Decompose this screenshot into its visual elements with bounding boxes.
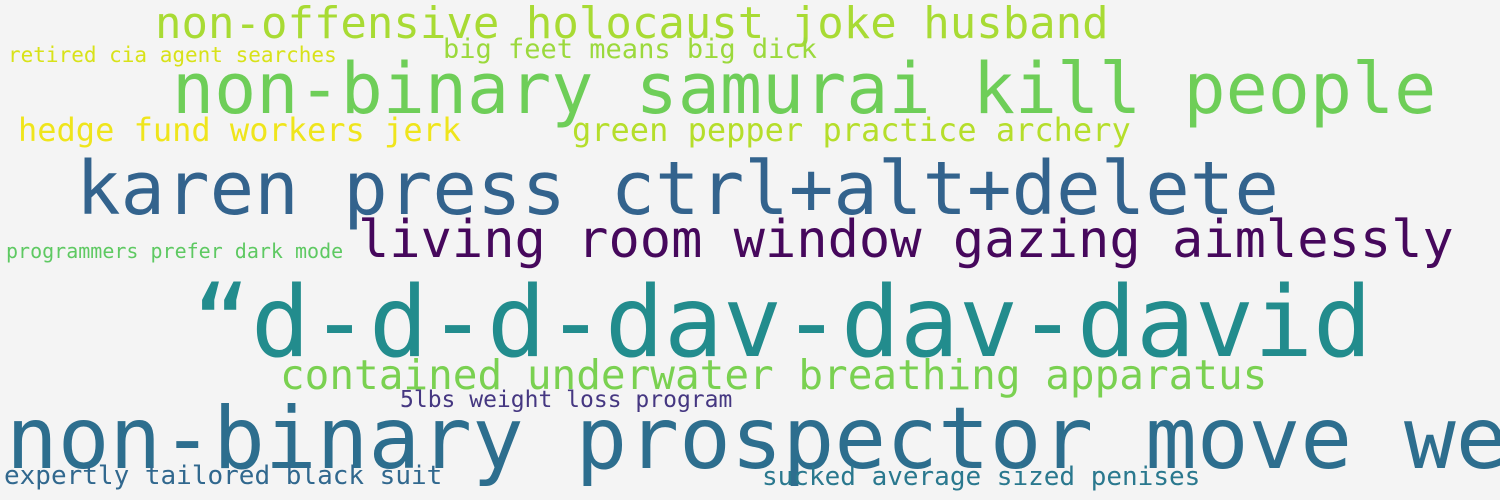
word-karen-press-ctrl-alt-delete: karen press ctrl+alt+delete <box>76 146 1279 232</box>
word-contained-underwater-breathing-apparatus: contained underwater breathing apparatus <box>280 351 1268 399</box>
word-living-room-window-gazing-aimlessly: living room window gazing aimlessly <box>358 210 1454 270</box>
word-non-binary-prospector-move-west: non-binary prospector move west <box>6 389 1500 489</box>
word-d-d-d-dav-dav-david: “d-d-d-dav-dav-david <box>192 266 1373 380</box>
word-5lbs-weight-loss-program: 5lbs weight loss program <box>400 387 733 413</box>
word-expertly-tailored-black-suit: expertly tailored black suit <box>4 461 443 491</box>
word-programmers-prefer-dark-mode: programmers prefer dark mode <box>6 239 344 263</box>
word-non-offensive-holocaust-joke-husband: non-offensive holocaust joke husband <box>155 0 1109 49</box>
word-hedge-fund-workers-jerk: hedge fund workers jerk <box>18 111 462 149</box>
word-green-pepper-practice-archery: green pepper practice archery <box>572 111 1131 149</box>
word-non-binary-samurai-kill-people: non-binary samurai kill people <box>172 48 1437 130</box>
word-retired-cia-agent-searches: retired cia agent searches <box>8 43 337 67</box>
word-big-feet-means-big-dick: big feet means big dick <box>443 34 817 65</box>
word-sucked-average-sized-penises: sucked average sized penises <box>762 462 1201 492</box>
